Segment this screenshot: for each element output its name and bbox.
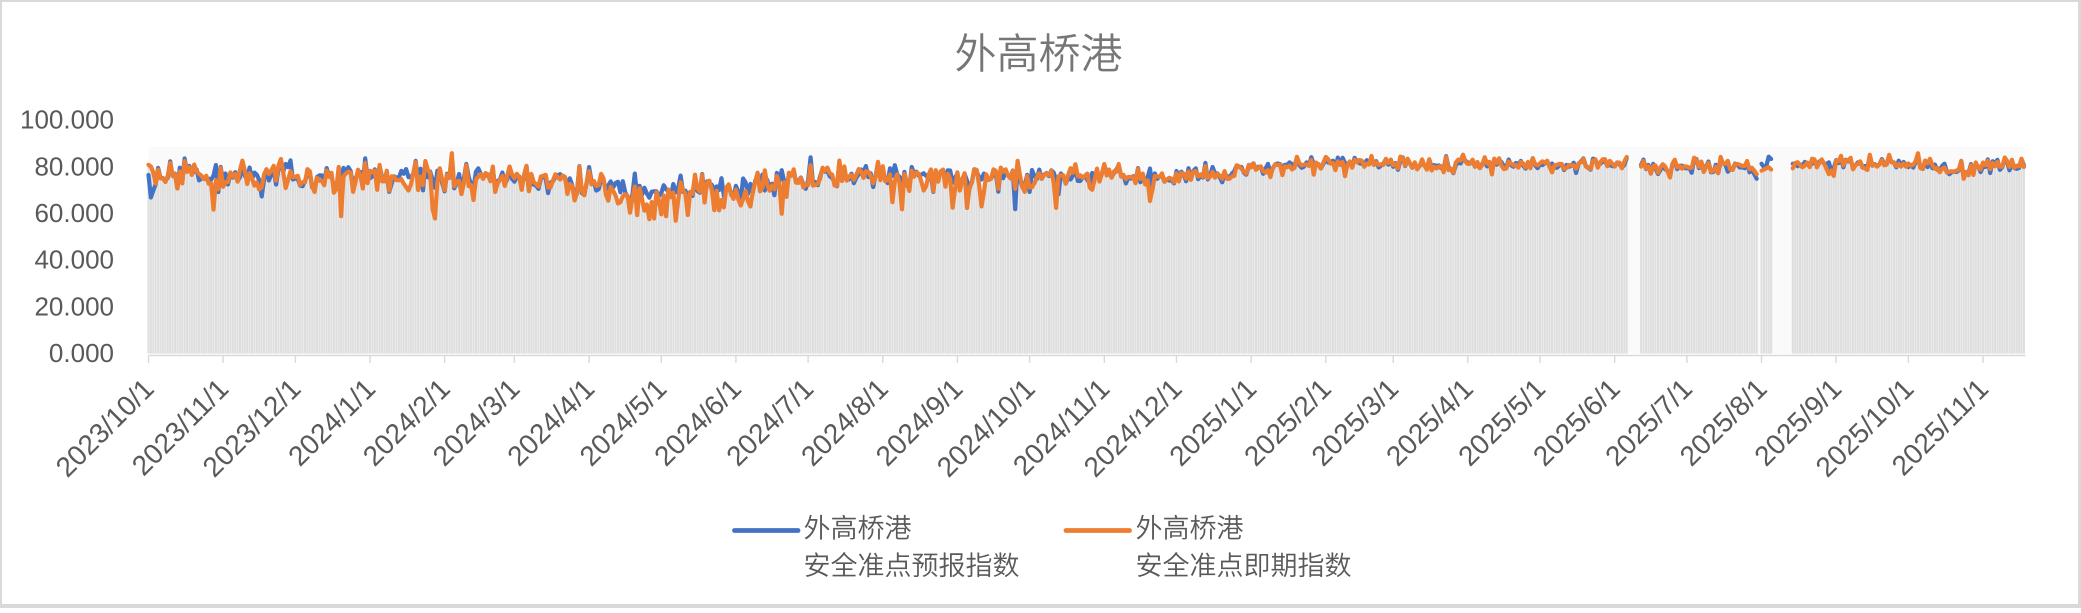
svg-text:100.000: 100.000 bbox=[20, 105, 114, 135]
svg-text:60.000: 60.000 bbox=[34, 198, 114, 228]
svg-text:80.000: 80.000 bbox=[34, 151, 114, 181]
svg-text:40.000: 40.000 bbox=[34, 245, 114, 275]
svg-text:20.000: 20.000 bbox=[34, 291, 114, 321]
svg-text:0.000: 0.000 bbox=[49, 338, 114, 368]
